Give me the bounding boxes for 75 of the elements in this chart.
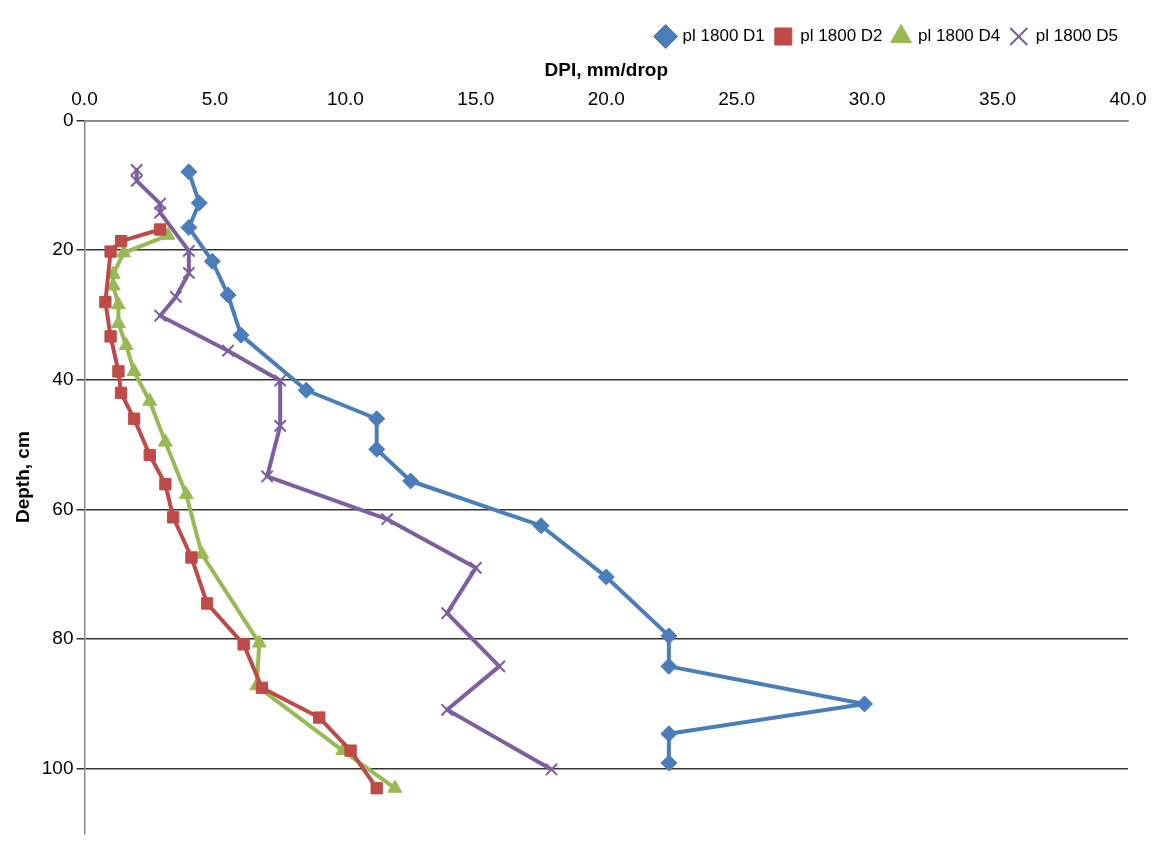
- x-tick-label: 35.0: [979, 88, 1017, 110]
- point: [221, 344, 235, 358]
- point: [153, 309, 167, 323]
- point: [143, 448, 156, 462]
- point: [260, 469, 274, 484]
- point: [370, 782, 383, 795]
- point: [182, 266, 196, 280]
- y-tick-label: 0: [62, 108, 74, 130]
- point: [660, 627, 678, 645]
- x-tick-label: 25.0: [718, 88, 756, 110]
- point: [660, 657, 678, 675]
- point: [110, 296, 126, 310]
- point: [251, 634, 267, 648]
- point: [597, 568, 615, 586]
- point: [273, 373, 287, 388]
- point: [127, 412, 141, 425]
- point: [167, 511, 180, 524]
- legend-label: pl 1800 D1: [682, 26, 765, 46]
- point: [402, 472, 420, 490]
- point: [660, 754, 678, 772]
- y-tick-label: 40: [52, 368, 74, 390]
- y-axis-title: Depth, cm: [11, 431, 33, 524]
- point: [154, 223, 167, 236]
- point: [368, 410, 386, 428]
- point: [169, 290, 183, 304]
- point: [440, 606, 454, 620]
- x-tick-label: 40.0: [1109, 88, 1147, 110]
- point: [532, 517, 550, 535]
- point: [203, 252, 221, 270]
- point: [185, 551, 198, 564]
- x-tick-label: 30.0: [848, 88, 886, 110]
- legend-label: pl 1800 D5: [1035, 26, 1119, 46]
- point: [273, 419, 287, 433]
- legend-label: pl 1800 D4: [918, 26, 1001, 46]
- point: [118, 337, 134, 351]
- point: [368, 440, 386, 458]
- point: [344, 744, 357, 757]
- point: [180, 219, 198, 237]
- x-tick-label: 15.0: [457, 88, 495, 110]
- legend-label: pl 1800 D2: [800, 26, 883, 46]
- point: [469, 561, 483, 575]
- point: [313, 711, 326, 724]
- point: [182, 244, 196, 258]
- x-tick-label: 10.0: [326, 88, 364, 110]
- y-tick-label: 100: [41, 757, 74, 779]
- point: [114, 386, 128, 399]
- point: [255, 681, 269, 694]
- point: [157, 433, 173, 447]
- point: [544, 762, 559, 777]
- point: [178, 486, 194, 500]
- point: [297, 381, 315, 399]
- point: [180, 163, 198, 181]
- point: [237, 638, 250, 651]
- x-axis-title: DPI, mm/drop: [544, 58, 669, 80]
- point: [232, 326, 250, 344]
- point: [104, 330, 117, 343]
- point: [190, 194, 208, 212]
- point: [104, 245, 117, 258]
- point: [114, 235, 128, 248]
- point: [219, 286, 237, 304]
- y-tick-label: 20: [52, 238, 74, 260]
- point: [440, 703, 454, 717]
- y-tick-label: 60: [52, 497, 74, 519]
- point: [200, 597, 214, 610]
- point: [159, 478, 172, 491]
- point: [380, 512, 394, 526]
- y-tick-label: 80: [52, 627, 74, 649]
- point: [112, 365, 125, 378]
- x-tick-label: 0.0: [71, 88, 98, 110]
- point: [99, 295, 112, 309]
- point: [387, 779, 403, 793]
- x-tick-label: 5.0: [201, 88, 229, 110]
- point: [116, 244, 132, 258]
- x-tick-label: 20.0: [587, 88, 625, 110]
- point: [660, 725, 678, 743]
